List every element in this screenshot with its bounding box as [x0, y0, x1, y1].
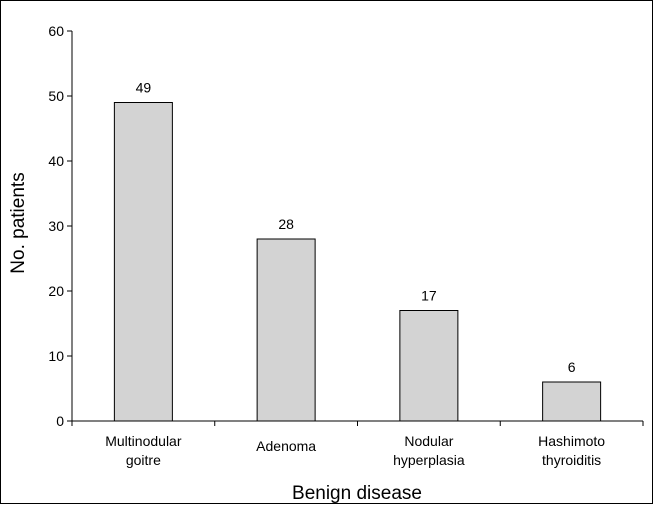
x-tick-label: Multinodular goitre	[105, 433, 182, 468]
y-axis-title: No. patients	[8, 172, 29, 273]
y-tick-label: 60	[48, 23, 64, 39]
bars	[113, 102, 602, 422]
bar	[113, 102, 173, 422]
y-tick-label: 0	[56, 413, 64, 429]
x-tick-label: Adenoma	[256, 438, 316, 454]
data-label: 28	[278, 216, 294, 232]
data-label: 17	[421, 288, 437, 304]
y-tick-label: 20	[48, 283, 64, 299]
y-tick-label: 10	[48, 348, 64, 364]
y-tick-label: 50	[48, 88, 64, 104]
labels: 0 10 20 30 40 50 60 49 Multinodular goitre 28 Adeno…	[48, 23, 605, 468]
bar	[399, 310, 459, 422]
bar	[542, 381, 602, 422]
bar	[256, 238, 316, 422]
x-tick-label: Hashimoto thyroiditis	[538, 433, 605, 468]
data-label: 6	[568, 359, 576, 375]
x-axis-title: Benign disease	[292, 483, 422, 504]
y-tick-label: 30	[48, 218, 64, 234]
y-tick-label: 40	[48, 153, 64, 169]
x-tick-label: Nodular hyperplasia	[393, 433, 465, 468]
data-label: 49	[136, 80, 152, 96]
